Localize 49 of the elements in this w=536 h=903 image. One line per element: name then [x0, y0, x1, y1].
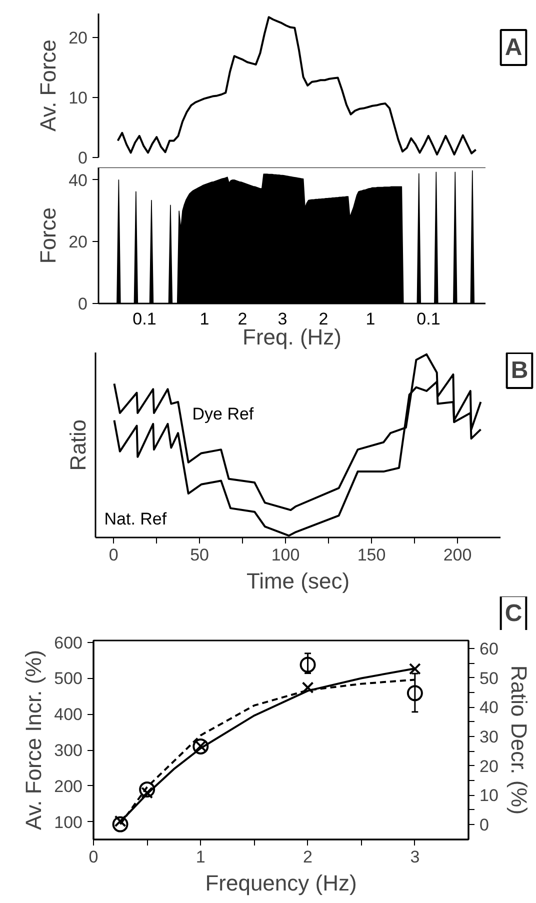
text: C: [504, 600, 522, 627]
text: 0.1: [416, 310, 440, 328]
y2-tick-label: 0: [480, 815, 489, 834]
y-tick-label: 300: [54, 741, 83, 760]
text: 0.1: [132, 310, 156, 328]
y-tick-label: 500: [54, 669, 83, 688]
point: [139, 781, 156, 798]
y-tick-label: 600: [54, 633, 83, 652]
x-tick-label: 0: [108, 546, 118, 564]
point: [302, 682, 314, 694]
y2-tick-label: 60: [480, 640, 498, 659]
y-tick-label: 0: [78, 294, 88, 314]
x-tick-label: 2: [303, 848, 313, 866]
y2-tick-label: 10: [480, 786, 498, 806]
y-axis-title: Force: [36, 207, 61, 264]
y-tick-label: 10: [68, 88, 88, 108]
x-tick-label: 100: [271, 546, 300, 564]
point: [300, 656, 316, 673]
y-tick-label: 20: [68, 232, 88, 252]
x-axis-title: Time (sec): [246, 568, 350, 594]
y-tick-label: 200: [54, 776, 83, 796]
y-tick-label: 400: [54, 705, 83, 724]
y2-axis-title: Ratio Decr. (%): [506, 665, 532, 815]
y2-tick-label: 20: [480, 756, 498, 776]
x-tick-label: 1: [196, 848, 206, 866]
x-tick-label: 3: [410, 848, 420, 866]
text: 1: [366, 310, 376, 328]
y-axis-title: Av. Force Incr. (%): [21, 650, 46, 830]
y-tick-label: 40: [68, 170, 88, 190]
x-axis-title: Frequency (Hz): [205, 870, 357, 896]
y-tick-label: 100: [54, 812, 83, 832]
y-axis-title: Av. Force: [36, 39, 61, 132]
text: A: [504, 34, 522, 61]
y-tick-label: 0: [78, 148, 88, 168]
y2-tick-label: 30: [480, 727, 498, 746]
series-label: Dye Ref: [192, 404, 254, 424]
text: B: [510, 357, 528, 384]
x-tick-label: 50: [190, 546, 210, 564]
text: 1: [200, 310, 210, 328]
line-series: [116, 16, 477, 156]
y2-tick-label: 50: [480, 668, 498, 688]
point: [406, 685, 423, 702]
point: [112, 816, 128, 832]
y2-tick-label: 40: [480, 698, 498, 718]
x-tick-label: 150: [357, 546, 386, 564]
y-axis-title: Ratio: [66, 419, 90, 471]
x-tick-label: 200: [443, 546, 472, 564]
series-label: Nat. Ref: [104, 509, 167, 528]
y-tick-label: 20: [68, 28, 88, 48]
